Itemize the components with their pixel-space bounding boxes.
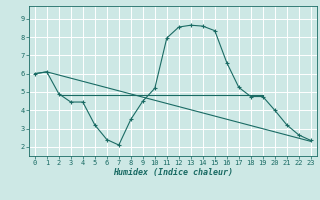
X-axis label: Humidex (Indice chaleur): Humidex (Indice chaleur)	[113, 168, 233, 177]
